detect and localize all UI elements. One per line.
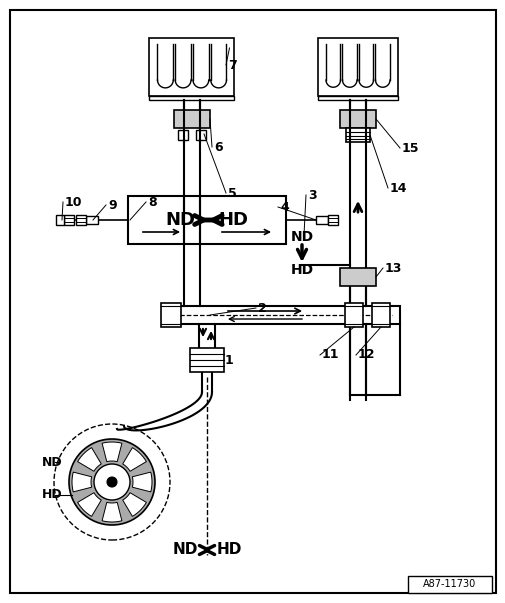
Text: 6: 6 [214, 140, 222, 154]
Polygon shape [77, 493, 101, 516]
Text: A87-11730: A87-11730 [423, 579, 476, 589]
Bar [76, 215, 86, 225]
Text: 11: 11 [321, 349, 339, 362]
Text: 7: 7 [228, 58, 236, 72]
Bar [317, 38, 397, 96]
Polygon shape [102, 442, 122, 462]
Text: 8: 8 [147, 195, 157, 209]
Bar [339, 268, 375, 286]
Text: 12: 12 [358, 349, 375, 362]
Polygon shape [72, 472, 91, 492]
Text: 3: 3 [308, 189, 316, 201]
Bar [165, 306, 399, 324]
Polygon shape [123, 447, 146, 472]
Bar [316, 216, 327, 224]
Circle shape [69, 439, 155, 525]
Bar [339, 110, 375, 128]
Polygon shape [123, 493, 146, 516]
Bar [407, 576, 491, 593]
Bar [149, 38, 234, 96]
Bar [317, 96, 397, 100]
Text: 5: 5 [228, 186, 236, 200]
Bar [344, 303, 362, 327]
Text: 13: 13 [384, 262, 401, 274]
Polygon shape [132, 472, 152, 492]
Text: 9: 9 [108, 198, 116, 212]
Polygon shape [77, 447, 101, 472]
Bar [345, 128, 369, 142]
Bar [174, 110, 210, 128]
Bar [64, 215, 74, 225]
Text: HD: HD [42, 488, 63, 502]
Text: 2: 2 [258, 302, 266, 315]
Bar [86, 216, 98, 224]
Bar [56, 215, 64, 225]
Bar [128, 196, 285, 244]
Text: HD: HD [216, 543, 241, 558]
Text: 14: 14 [389, 182, 407, 195]
Text: 15: 15 [401, 142, 419, 154]
Bar [178, 130, 188, 140]
Bar [371, 303, 389, 327]
Text: HD: HD [290, 263, 313, 277]
Circle shape [54, 424, 170, 540]
Bar [149, 96, 234, 100]
Bar [189, 348, 224, 372]
Text: 4: 4 [279, 201, 288, 213]
Text: ND: ND [165, 211, 195, 229]
Text: ND: ND [42, 455, 63, 469]
Text: 1: 1 [225, 353, 233, 367]
Text: ND: ND [290, 230, 313, 244]
Text: ND: ND [172, 543, 197, 558]
Bar [327, 215, 337, 225]
Circle shape [107, 477, 117, 487]
Bar [195, 130, 206, 140]
Bar [161, 303, 181, 327]
Text: HD: HD [219, 211, 248, 229]
Text: 10: 10 [65, 195, 82, 209]
Polygon shape [102, 502, 122, 522]
Circle shape [94, 464, 130, 500]
